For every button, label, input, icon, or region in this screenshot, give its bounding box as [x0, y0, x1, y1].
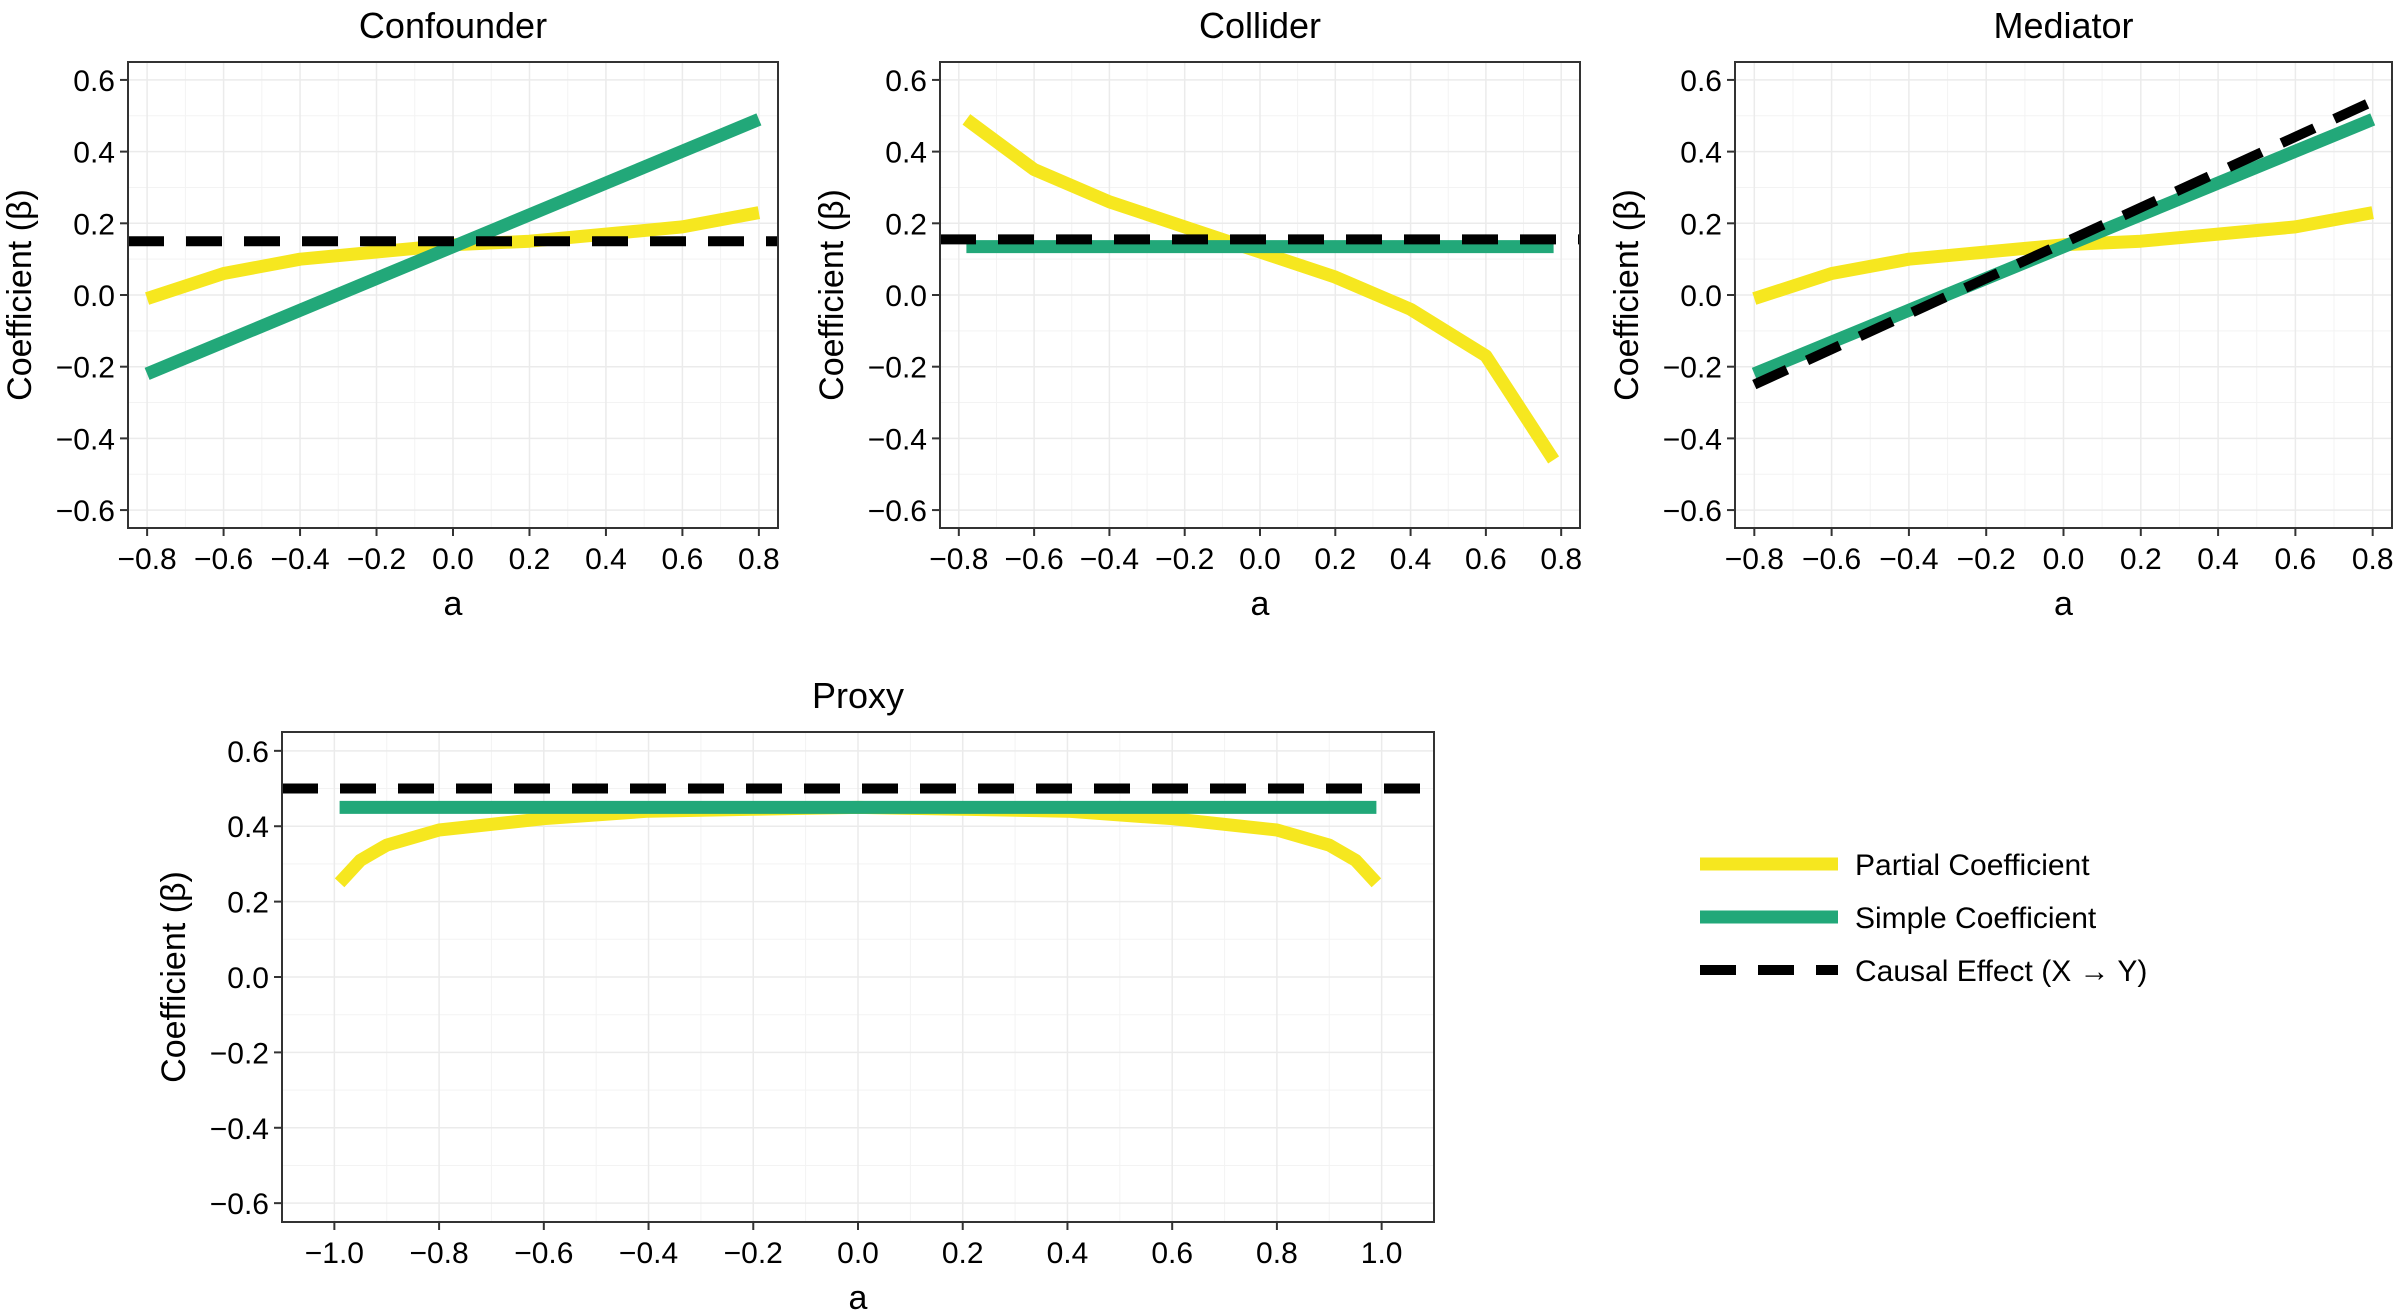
x-tick-label: 0.2	[2120, 543, 2162, 576]
x-tick-label: 0.4	[1390, 543, 1432, 576]
x-tick-label: 0.0	[2043, 543, 2085, 576]
y-axis-label: Coefficient (β)	[1, 189, 39, 401]
x-tick-label: −0.2	[1155, 543, 1214, 576]
legend-label: Partial Coefficient	[1855, 849, 2090, 882]
x-tick-label: −0.4	[1879, 543, 1938, 576]
x-axis-label: a	[444, 585, 463, 623]
y-tick-label: 0.2	[227, 887, 269, 920]
grid	[128, 62, 778, 528]
y-tick-label: −0.2	[56, 352, 115, 385]
x-tick-label: −1.0	[305, 1237, 364, 1270]
y-tick-label: −0.6	[1663, 495, 1722, 528]
x-tick-label: −0.8	[1725, 543, 1784, 576]
y-tick-label: −0.4	[868, 423, 927, 456]
x-tick-label: 0.4	[1047, 1237, 1089, 1270]
panel-title: Proxy	[812, 675, 904, 716]
x-tick-label: 1.0	[1361, 1237, 1403, 1270]
x-tick-label: −0.8	[929, 543, 988, 576]
series-group	[1751, 96, 2376, 390]
x-tick-label: 0.4	[585, 543, 627, 576]
y-axis-label: Coefficient (β)	[155, 871, 193, 1083]
x-tick-label: −0.6	[1005, 543, 1064, 576]
series-group	[282, 783, 1434, 888]
y-tick-label: −0.6	[56, 495, 115, 528]
y-tick-label: 0.6	[73, 65, 115, 98]
x-tick-label: −0.6	[514, 1237, 573, 1270]
x-tick-label: −0.6	[1802, 543, 1861, 576]
x-tick-label: −0.4	[270, 543, 329, 576]
x-tick-label: 0.0	[837, 1237, 879, 1270]
legend-item: Simple Coefficient	[1700, 902, 2097, 935]
x-tick-label: 0.2	[1314, 543, 1356, 576]
y-tick-label: −0.4	[1663, 423, 1722, 456]
x-tick-label: 0.8	[2352, 543, 2394, 576]
panel-confounder: −0.8 −0.6 −0.4 −0.2 0.0 0.2 0.4 0.6 0.8−0.6−0.4−…	[1, 5, 780, 623]
y-tick-label: −0.4	[210, 1113, 269, 1146]
x-tick-label: −0.2	[1957, 543, 2016, 576]
x-tick-label: 0.6	[1151, 1237, 1193, 1270]
x-tick-label: −0.2	[724, 1237, 783, 1270]
y-tick-label: 0.2	[885, 208, 927, 241]
simple-coefficient-line	[144, 113, 762, 380]
series-group	[940, 114, 1580, 464]
panel-mediator: −0.8 −0.6 −0.4 −0.2 0.0 0.2 0.4 0.6 0.8−0.6−0.4−…	[1608, 5, 2394, 623]
y-tick-label: 0.6	[885, 65, 927, 98]
x-tick-label: 0.6	[1465, 543, 1507, 576]
panel-title: Collider	[1199, 5, 1321, 46]
x-tick-label: −0.4	[619, 1237, 678, 1270]
y-tick-label: −0.6	[868, 495, 927, 528]
y-tick-label: 0.0	[1680, 280, 1722, 313]
x-tick-label: −0.4	[1080, 543, 1139, 576]
x-tick-label: 0.2	[942, 1237, 984, 1270]
x-tick-label: −0.8	[118, 543, 177, 576]
y-tick-label: −0.2	[868, 352, 927, 385]
y-tick-label: −0.6	[210, 1188, 269, 1221]
x-tick-label: 0.0	[1239, 543, 1281, 576]
x-tick-label: 0.8	[1540, 543, 1582, 576]
x-tick-label: −0.2	[347, 543, 406, 576]
grid	[940, 62, 1580, 528]
simple-coefficient-line	[1751, 113, 2376, 380]
y-tick-label: 0.6	[1680, 65, 1722, 98]
legend-item: Causal Effect (X → Y)	[1700, 955, 2147, 988]
x-axis-label: a	[849, 1279, 868, 1311]
x-axis-label: a	[2054, 585, 2073, 623]
x-tick-label: 0.2	[509, 543, 551, 576]
y-tick-label: 0.0	[227, 962, 269, 995]
legend-label: Causal Effect (X → Y)	[1855, 955, 2147, 988]
x-tick-label: 0.8	[1256, 1237, 1298, 1270]
y-tick-label: −0.4	[56, 423, 115, 456]
y-tick-label: 0.4	[1680, 137, 1722, 170]
x-axis-label: a	[1251, 585, 1270, 623]
legend: Partial Coefficient Simple Coefficient Cau…	[1700, 849, 2147, 988]
y-tick-label: 0.0	[885, 280, 927, 313]
series-group	[128, 113, 778, 380]
x-tick-label: −0.6	[194, 543, 253, 576]
x-tick-label: 0.0	[432, 543, 474, 576]
y-tick-label: −0.2	[210, 1037, 269, 1070]
y-tick-label: 0.2	[1680, 208, 1722, 241]
panel-collider: −0.8 −0.6 −0.4 −0.2 0.0 0.2 0.4 0.6 0.8−0.6−0.4−…	[813, 5, 1582, 623]
x-tick-label: 0.4	[2197, 543, 2239, 576]
y-tick-label: 0.4	[885, 137, 927, 170]
panel-title: Mediator	[1993, 5, 2133, 46]
y-tick-label: −0.2	[1663, 352, 1722, 385]
x-tick-label: 0.6	[662, 543, 704, 576]
x-tick-label: 0.6	[2275, 543, 2317, 576]
legend-item: Partial Coefficient	[1700, 849, 2090, 882]
legend-label: Simple Coefficient	[1855, 902, 2097, 935]
x-tick-label: 0.8	[738, 543, 780, 576]
y-tick-label: 0.0	[73, 280, 115, 313]
y-tick-label: 0.6	[227, 736, 269, 769]
panel-proxy: −1.0 −0.8 −0.6 −0.4 −0.2 0.0 0.2 0.4 0.6 0.8 1.0 −0…	[155, 675, 1435, 1311]
y-tick-label: 0.4	[227, 811, 269, 844]
y-tick-label: 0.2	[73, 208, 115, 241]
y-tick-label: 0.4	[73, 137, 115, 170]
panel-title: Confounder	[359, 5, 547, 46]
x-tick-label: −0.8	[409, 1237, 468, 1270]
y-axis-label: Coefficient (β)	[1608, 189, 1646, 401]
y-axis-label: Coefficient (β)	[813, 189, 851, 401]
